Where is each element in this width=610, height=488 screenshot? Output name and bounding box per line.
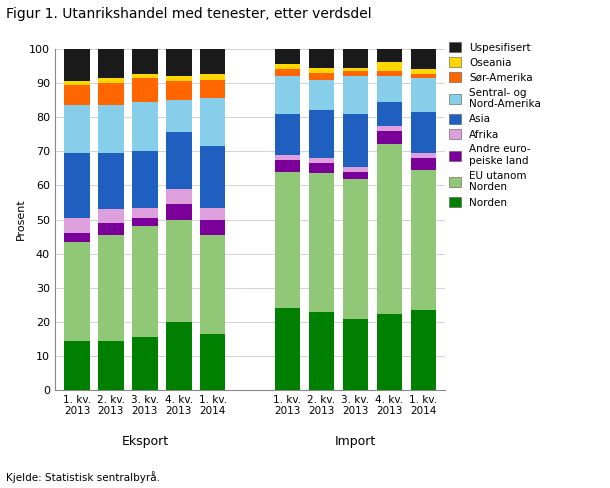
Bar — [132, 226, 157, 338]
Bar — [376, 144, 402, 313]
Bar — [274, 64, 300, 69]
Bar — [166, 204, 192, 220]
Bar — [411, 310, 436, 390]
Bar — [274, 76, 300, 114]
Bar — [376, 49, 402, 62]
Bar — [343, 166, 368, 172]
Bar — [98, 49, 124, 78]
Bar — [343, 114, 368, 166]
Bar — [98, 153, 124, 209]
Bar — [343, 76, 368, 114]
Bar — [411, 78, 436, 112]
Text: Import: Import — [335, 435, 376, 448]
Bar — [166, 132, 192, 189]
Bar — [132, 338, 157, 390]
Bar — [64, 81, 90, 85]
Bar — [166, 100, 192, 132]
Bar — [411, 153, 436, 158]
Bar — [166, 81, 192, 100]
Bar — [343, 319, 368, 390]
Bar — [411, 112, 436, 153]
Bar — [132, 151, 157, 207]
Bar — [309, 163, 334, 173]
Bar — [200, 220, 226, 235]
Bar — [98, 341, 124, 390]
Bar — [98, 78, 124, 83]
Bar — [411, 158, 436, 170]
Bar — [309, 312, 334, 390]
Bar — [274, 160, 300, 172]
Bar — [376, 125, 402, 131]
Bar — [309, 73, 334, 80]
Bar — [411, 170, 436, 310]
Bar — [343, 179, 368, 319]
Bar — [132, 218, 157, 226]
Bar — [274, 308, 300, 390]
Bar — [64, 341, 90, 390]
Bar — [411, 45, 436, 69]
Bar — [132, 102, 157, 151]
Bar — [98, 105, 124, 153]
Bar — [64, 153, 90, 218]
Y-axis label: Prosent: Prosent — [16, 199, 26, 241]
Text: Kjelde: Statistisk sentralbyrå.: Kjelde: Statistisk sentralbyrå. — [6, 471, 160, 483]
Bar — [309, 158, 334, 163]
Bar — [200, 235, 226, 334]
Legend: Uspesifisert, Oseania, Sør-Amerika, Sentral- og
Nord-Amerika, Asia, Afrika, Andr: Uspesifisert, Oseania, Sør-Amerika, Sent… — [449, 42, 541, 207]
Bar — [274, 155, 300, 160]
Bar — [274, 114, 300, 155]
Bar — [166, 49, 192, 76]
Bar — [132, 45, 157, 74]
Bar — [64, 233, 90, 242]
Bar — [200, 98, 226, 146]
Bar — [98, 235, 124, 341]
Bar — [343, 172, 368, 179]
Bar — [274, 172, 300, 308]
Bar — [309, 110, 334, 158]
Bar — [411, 69, 436, 74]
Bar — [166, 220, 192, 322]
Bar — [98, 209, 124, 223]
Bar — [376, 313, 402, 390]
Bar — [411, 74, 436, 78]
Bar — [98, 83, 124, 105]
Bar — [98, 223, 124, 235]
Bar — [376, 62, 402, 71]
Bar — [274, 69, 300, 76]
Bar — [309, 67, 334, 73]
Bar — [132, 207, 157, 218]
Bar — [376, 76, 402, 102]
Bar — [309, 49, 334, 67]
Bar — [376, 102, 402, 125]
Bar — [166, 322, 192, 390]
Bar — [274, 49, 300, 64]
Bar — [200, 334, 226, 390]
Bar — [64, 49, 90, 81]
Text: Figur 1. Utanrikshandel med tenester, etter verdsdel: Figur 1. Utanrikshandel med tenester, et… — [6, 7, 371, 21]
Bar — [200, 49, 226, 74]
Bar — [132, 74, 157, 78]
Bar — [64, 105, 90, 153]
Bar — [343, 49, 368, 67]
Bar — [64, 85, 90, 105]
Bar — [200, 146, 226, 207]
Bar — [166, 189, 192, 204]
Bar — [376, 71, 402, 76]
Bar — [376, 131, 402, 144]
Bar — [166, 76, 192, 81]
Bar — [343, 71, 368, 76]
Bar — [343, 67, 368, 71]
Bar — [200, 207, 226, 220]
Bar — [200, 80, 226, 98]
Bar — [64, 242, 90, 341]
Bar — [64, 218, 90, 233]
Text: Eksport: Eksport — [121, 435, 168, 448]
Bar — [309, 173, 334, 312]
Bar — [132, 78, 157, 102]
Bar — [200, 74, 226, 80]
Bar — [309, 80, 334, 110]
